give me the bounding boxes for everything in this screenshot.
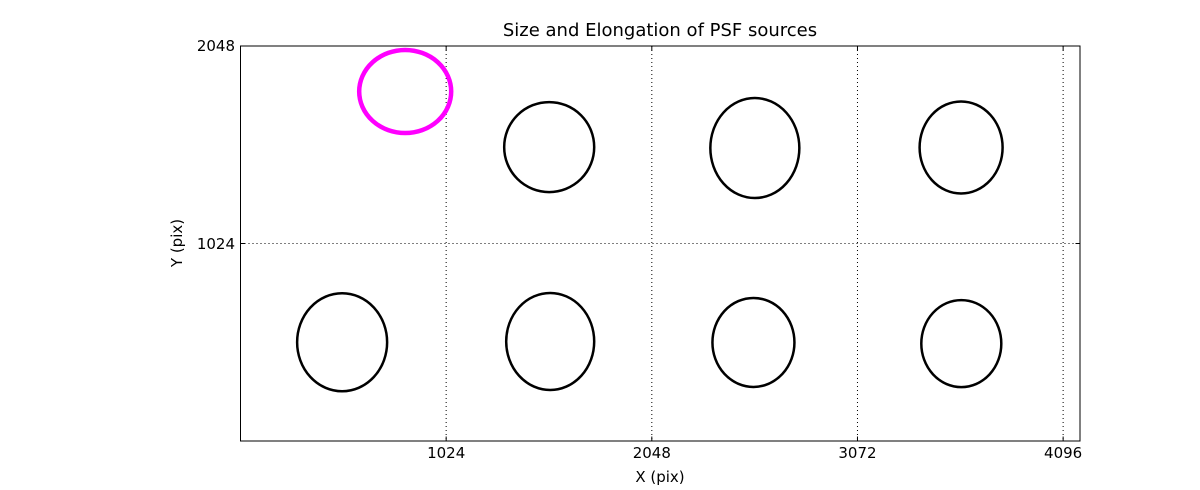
psf-ellipse: [504, 291, 596, 392]
x-axis-label: X (pix): [635, 468, 685, 486]
y-axis-label: Y (pix): [168, 218, 186, 268]
x-tick-label: 4096: [1044, 444, 1083, 462]
chart-title: Size and Elongation of PSF sources: [502, 20, 818, 41]
x-tick-label: 2048: [632, 444, 671, 462]
psf-ellipse: [295, 292, 389, 393]
x-tick-label: 3072: [838, 444, 877, 462]
psf-ellipse: [502, 100, 596, 194]
psf-ellipse: [918, 100, 1004, 195]
x-tick-label: 1024: [427, 444, 466, 462]
psf-ellipse: [920, 298, 1003, 389]
psf-ellipse: [711, 296, 796, 389]
highlighted-psf-ellipse: [356, 47, 454, 136]
y-tick-label: 1024: [196, 234, 235, 253]
y-tick-label: 2048: [196, 37, 235, 55]
psf-ellipse: [709, 96, 801, 200]
axes-frame: [240, 45, 1081, 442]
